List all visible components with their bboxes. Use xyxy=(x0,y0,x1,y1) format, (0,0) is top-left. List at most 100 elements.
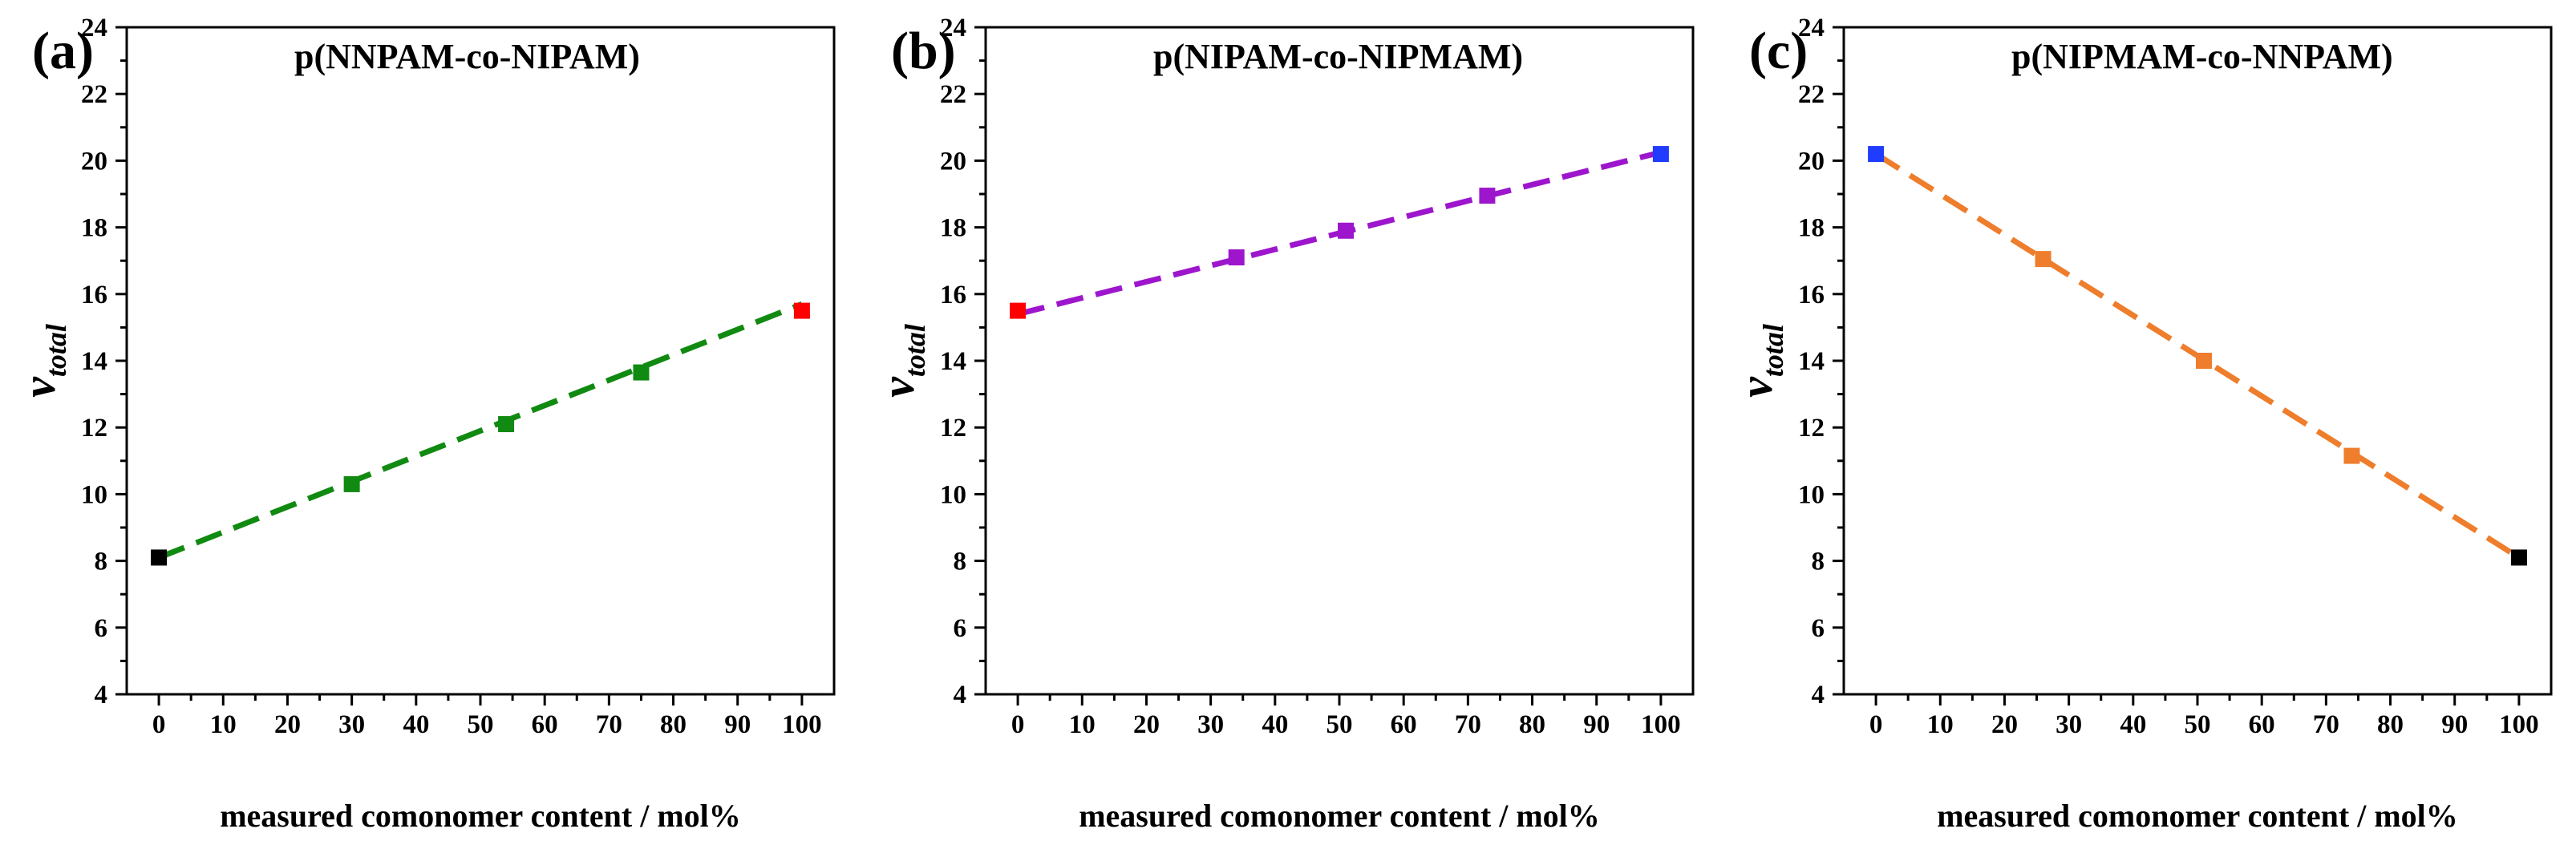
data-point xyxy=(2035,251,2051,268)
x-tick-label: 50 xyxy=(2185,710,2211,739)
y-tick-label: 22 xyxy=(81,80,107,109)
y-axis-label: νtotal xyxy=(13,324,72,398)
y-axis-label: νtotal xyxy=(1730,324,1789,398)
y-tick-label: 14 xyxy=(940,347,966,376)
x-tick-label: 80 xyxy=(660,710,687,739)
y-axis-subscript: total xyxy=(899,324,931,377)
panel-b: 0 10 20 30 40 50 60 70 80 90 100 4 6 8 10 12 14 16 18 20 22 2… xyxy=(859,0,1718,841)
y-tick-label: 4 xyxy=(95,681,108,710)
x-tick-label: 30 xyxy=(2056,710,2082,739)
x-tick-label: 20 xyxy=(274,710,301,739)
y-tick-label: 6 xyxy=(1812,614,1825,643)
x-tick-label: 70 xyxy=(596,710,622,739)
y-tick-label: 20 xyxy=(81,147,107,176)
x-tick-label: 20 xyxy=(1991,710,2018,739)
y-tick-label: 20 xyxy=(1798,147,1825,176)
x-tick-label: 10 xyxy=(210,710,237,739)
plot-frame xyxy=(984,26,1695,696)
panel-letter: (a) xyxy=(32,22,94,80)
y-axis-symbol: ν xyxy=(872,376,924,398)
y-tick-label: 16 xyxy=(940,281,966,309)
data-point xyxy=(633,364,650,381)
x-tick-label: 70 xyxy=(2313,710,2339,739)
panel-c: 0 10 20 30 40 50 60 70 80 90 100 4 6 8 10 12 14 16 18 20 22 2… xyxy=(1717,0,2576,841)
y-tick-label: 6 xyxy=(953,614,966,643)
x-axis-label: measured comonomer content / mol% xyxy=(220,798,741,834)
plot-frame xyxy=(125,26,836,696)
x-tick-label: 40 xyxy=(403,710,429,739)
data-point xyxy=(498,416,515,433)
y-tick-label: 24 xyxy=(940,14,966,42)
y-tick-label: 14 xyxy=(1798,347,1825,376)
x-tick-label: 30 xyxy=(338,710,365,739)
data-point xyxy=(151,549,168,566)
y-tick-label: 12 xyxy=(940,414,966,443)
x-tick-label: 70 xyxy=(1455,710,1481,739)
x-tick-label: 10 xyxy=(1068,710,1095,739)
chart-c: 0 10 20 30 40 50 60 70 80 90 100 4 6 8 10 12 14 16 18 20 22 2… xyxy=(1730,14,2553,834)
data-point xyxy=(343,475,360,492)
y-tick-label: 10 xyxy=(940,480,966,509)
panel-title: p(NNPAM-co-NIPAM) xyxy=(294,37,640,76)
y-tick-label: 14 xyxy=(81,347,107,376)
y-tick-label: 4 xyxy=(953,681,966,710)
y-tick-label: 10 xyxy=(1798,480,1825,509)
chart-b: 0 10 20 30 40 50 60 70 80 90 100 4 6 8 10 12 14 16 18 20 22 2… xyxy=(872,14,1695,834)
x-axis-label: measured comonomer content / mol% xyxy=(1079,798,1600,834)
x-tick-label: 0 xyxy=(1869,710,1883,739)
y-tick-label: 22 xyxy=(1798,80,1825,109)
panel-letter: (b) xyxy=(891,22,956,80)
x-tick-label: 90 xyxy=(2442,710,2469,739)
data-point xyxy=(1652,146,1669,163)
y-tick-label: 8 xyxy=(953,548,966,576)
x-tick-label: 80 xyxy=(2377,710,2404,739)
x-tick-label: 10 xyxy=(1927,710,1954,739)
data-point xyxy=(793,302,810,319)
data-point xyxy=(1009,302,1026,319)
panel-a: 0 10 20 30 40 50 60 70 80 90 100 4 6 8 10 12 14 16 18 20 22 2… xyxy=(0,0,859,841)
x-tick-label: 0 xyxy=(1011,710,1024,739)
panel-title: p(NIPMAM-co-NNPAM) xyxy=(2011,37,2393,76)
x-tick-label: 40 xyxy=(2120,710,2147,739)
y-tick-label: 4 xyxy=(1812,681,1825,710)
x-tick-label: 90 xyxy=(724,710,751,739)
data-point xyxy=(1337,222,1354,239)
y-axis-symbol: ν xyxy=(13,376,65,398)
data-point xyxy=(2196,353,2213,369)
x-tick-label: 60 xyxy=(1390,710,1416,739)
x-tick-label: 60 xyxy=(532,710,558,739)
y-tick-label: 16 xyxy=(1798,281,1825,309)
y-tick-label: 6 xyxy=(95,614,108,643)
fit-line xyxy=(157,301,804,560)
x-tick-label: 40 xyxy=(1262,710,1288,739)
y-tick-label: 18 xyxy=(81,214,107,243)
x-tick-label: 90 xyxy=(1583,710,1610,739)
y-tick-label: 24 xyxy=(81,14,107,42)
data-point xyxy=(1868,146,1885,163)
panel-title: p(NIPAM-co-NIPMAM) xyxy=(1153,37,1523,76)
y-tick-label: 16 xyxy=(81,281,107,309)
y-tick-label: 24 xyxy=(1798,14,1825,42)
y-axis-symbol: ν xyxy=(1730,376,1782,398)
y-tick-label: 18 xyxy=(940,214,966,243)
x-tick-label: 100 xyxy=(1641,710,1681,739)
data-point xyxy=(2511,549,2528,566)
x-tick-label: 50 xyxy=(1326,710,1352,739)
x-tick-label: 30 xyxy=(1197,710,1224,739)
x-tick-label: 100 xyxy=(2499,710,2539,739)
y-tick-label: 10 xyxy=(81,480,107,509)
y-tick-label: 12 xyxy=(81,414,107,443)
y-tick-label: 22 xyxy=(940,80,966,109)
x-tick-label: 20 xyxy=(1133,710,1160,739)
panel-letter: (c) xyxy=(1749,22,1808,80)
y-tick-label: 12 xyxy=(1798,414,1825,443)
x-tick-label: 50 xyxy=(468,710,494,739)
x-tick-label: 100 xyxy=(782,710,822,739)
y-tick-label: 18 xyxy=(1798,214,1825,243)
y-tick-label: 8 xyxy=(1812,548,1825,576)
chart-a: 0 10 20 30 40 50 60 70 80 90 100 4 6 8 10 12 14 16 18 20 22 2… xyxy=(13,14,836,834)
x-axis-label: measured comonomer content / mol% xyxy=(1938,798,2459,834)
y-tick-label: 8 xyxy=(95,548,108,576)
y-axis-label: νtotal xyxy=(872,324,931,398)
